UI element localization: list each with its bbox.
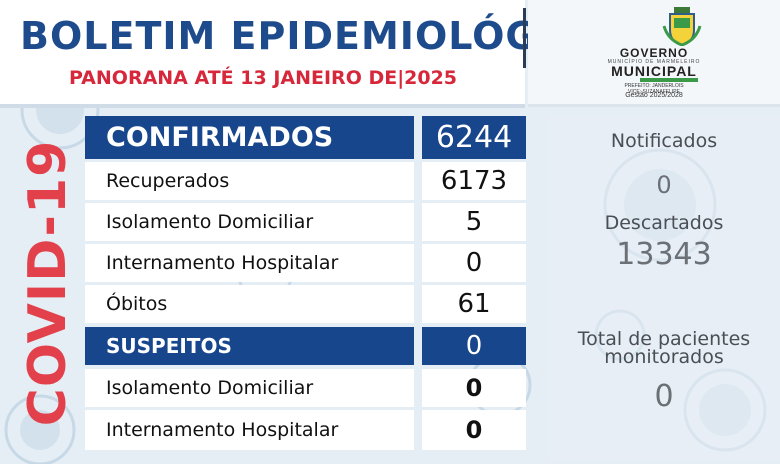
page-subtitle: PANORANA ATÉ 13 JANEIRO DE|2025 — [69, 67, 458, 89]
row-label: Internamento Hospitalar — [85, 410, 414, 450]
row-value: 61 — [422, 285, 526, 323]
logo-prefeito-line-2: VICE: SUZANAFELIPE — [628, 89, 680, 95]
logo-governo-text: GOVERNO — [619, 46, 689, 60]
row-label: Internamento Hospitalar — [85, 244, 414, 282]
row-value: 5 — [422, 203, 526, 241]
logo-prefeito-line-1: PREFEITO: JANDERLOIS — [624, 83, 684, 89]
row-label: Óbitos — [85, 285, 414, 323]
confirmados-label: CONFIRMADOS — [85, 116, 414, 159]
notificados-label: Notificados — [610, 130, 718, 152]
suspeitos-label: SUSPEITOS — [85, 327, 414, 365]
row-label: Recuperados — [85, 162, 414, 200]
row-label: Isolamento Domiciliar — [85, 203, 414, 241]
descartados-value: 13343 — [616, 237, 712, 272]
monitorados-label-line-1: Total de pacientes — [577, 328, 751, 350]
logo-green-stripe — [640, 78, 698, 82]
table-row-recuperados: Recuperados 6173 — [85, 162, 526, 200]
row-value: 0 — [422, 369, 526, 407]
confirmados-header-row: CONFIRMADOS 6244 — [85, 116, 526, 159]
stats-panel: Notificados 0 Descartados 13343 Total de… — [548, 116, 780, 462]
government-logo: GOVERNO MUNICÍPIO DE MARMELEIRO MUNICIPA… — [528, 0, 780, 107]
coat-of-arms-icon — [662, 7, 702, 46]
table-row-suspeitos-isolamento: Isolamento Domiciliar 0 — [85, 369, 526, 407]
suspeitos-header-row: SUSPEITOS 0 — [85, 327, 526, 365]
table-row-suspeitos-internamento: Internamento Hospitalar 0 — [85, 410, 526, 450]
covid-19-vertical-title: COVID-19 — [18, 139, 78, 427]
table-row-obitos: Óbitos 61 — [85, 285, 526, 323]
notificados-value: 0 — [656, 171, 672, 199]
logo-gestao-text: Gestão 2025/2028 — [625, 92, 683, 99]
page-title: BOLETIM EPIDEMIOLÓGICO — [20, 14, 615, 58]
descartados-label: Descartados — [604, 212, 724, 234]
monitorados-value: 0 — [654, 379, 674, 414]
header-separator — [523, 8, 526, 68]
header-panel: BOLETIM EPIDEMIOLÓGICO PANORANA ATÉ 13 J… — [0, 0, 614, 104]
row-value: 0 — [422, 244, 526, 282]
row-value: 6173 — [422, 162, 526, 200]
row-label: Isolamento Domiciliar — [85, 369, 414, 407]
row-value: 0 — [422, 410, 526, 450]
suspeitos-value: 0 — [422, 327, 526, 365]
bottom-bar — [0, 464, 780, 473]
confirmados-value: 6244 — [422, 116, 526, 159]
logo-prefeito-text: PREFEITO: JANDERLOIS VICE: SUZANAFELIPE — [528, 83, 780, 95]
logo-municipal-text: MUNICIPAL — [611, 63, 697, 79]
logo-municipio-text: MUNICÍPIO DE MARMELEIRO — [607, 59, 701, 65]
table-row-internamento: Internamento Hospitalar 0 — [85, 244, 526, 282]
table-row-isolamento: Isolamento Domiciliar 5 — [85, 203, 526, 241]
header-divider — [0, 104, 525, 108]
monitorados-label-line-2: monitorados — [604, 346, 724, 368]
